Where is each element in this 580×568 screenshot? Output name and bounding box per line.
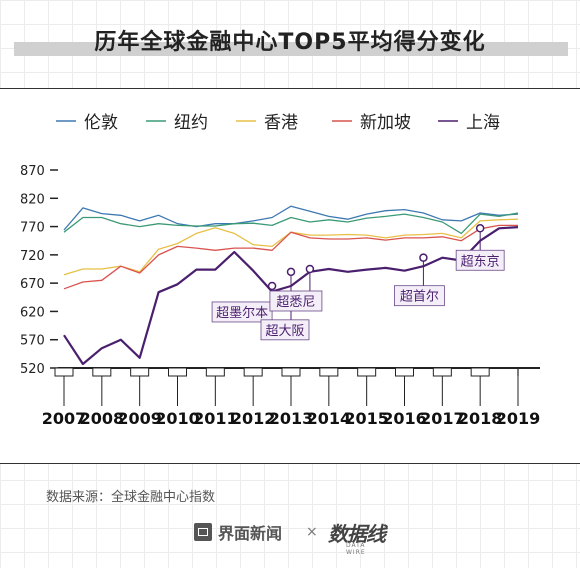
annotation-label: 超悉尼 (276, 295, 315, 310)
annotation-label: 超大阪 (265, 324, 304, 339)
legend-label: 伦敦 (84, 113, 118, 133)
x-tick-box (432, 367, 452, 377)
series-line (63, 205, 519, 231)
brand-name: 界面新闻 (218, 524, 283, 543)
annotation-marker (475, 224, 485, 233)
annotation-box (455, 249, 505, 271)
series-line (63, 212, 519, 235)
x-tick-box (130, 367, 150, 377)
partner-subtitle: DATA WIRE (346, 542, 366, 556)
x-tick-label: 2015 (344, 409, 389, 428)
y-tick-label: 720 (20, 249, 45, 264)
legend-label: 香港 (264, 113, 298, 133)
annotation-label: 超东京 (461, 254, 500, 269)
x-tick-box (470, 367, 490, 377)
annotation-marker (419, 253, 428, 262)
x-tick-box (92, 367, 112, 377)
x-tick-label: 2009 (117, 409, 162, 428)
x-tick-box (168, 367, 187, 377)
annotation-marker (305, 264, 315, 274)
title-underline-bar (14, 42, 568, 56)
x-tick-label: 2019 (496, 409, 541, 428)
data-source: 数据来源：全球金融中心指数 (46, 490, 216, 505)
annotation-marker (267, 281, 277, 291)
series-line (63, 224, 518, 290)
x-tick-box (281, 367, 301, 377)
x-tick-label: 2012 (231, 409, 276, 428)
x-tick-box (357, 367, 377, 377)
x-tick-label: 2016 (382, 409, 427, 428)
line-chart: 伦敦 纽约 香港 新加坡 上海52057062067072077082087020072… (20, 113, 541, 428)
annotation-label: 超首尔 (400, 290, 439, 305)
partner-name: 数据线 (328, 521, 386, 546)
annotation-label: 超墨尔本 (216, 306, 268, 321)
y-tick-label: 870 (20, 164, 45, 179)
y-tick-label: 770 (20, 221, 45, 236)
brand-logo: 界面新闻 (194, 520, 282, 544)
annotation-marker (286, 267, 296, 277)
partner-logo: 数据线 DATA WIRE (328, 520, 386, 557)
x-tick-label: 2007 (42, 409, 87, 428)
y-tick-label: 670 (20, 277, 45, 292)
chart-title: 历年全球金融中心TOP5平均得分变化 (94, 30, 486, 55)
legend-label: 上海 (466, 113, 500, 133)
series-line (63, 218, 519, 276)
times-text: × (306, 524, 318, 540)
x-tick-label: 2008 (80, 409, 125, 428)
chart-panel (0, 88, 580, 464)
x-tick-box (395, 367, 414, 377)
x-tick-label: 2010 (155, 409, 200, 428)
x-tick-label: 2018 (458, 409, 503, 428)
x-tick-box (205, 367, 225, 377)
annotation-box (260, 319, 310, 341)
y-tick-label: 570 (20, 334, 45, 349)
annotation-box (269, 290, 323, 312)
x-tick-box (54, 367, 74, 377)
y-tick-label: 820 (20, 192, 45, 207)
x-tick-label: 2014 (307, 409, 352, 428)
y-tick-label: 520 (20, 362, 45, 377)
x-tick-label: 2017 (420, 409, 465, 428)
annotation-box (211, 301, 273, 323)
x-tick-label: 2013 (269, 409, 314, 428)
legend-label: 新加坡 (360, 113, 411, 133)
x-tick-box (319, 367, 339, 377)
times-sign: × (306, 520, 318, 544)
annotation-box (394, 285, 445, 307)
x-tick-label: 2011 (193, 409, 238, 428)
y-tick-label: 620 (20, 305, 45, 320)
brand-icon (194, 523, 212, 541)
legend-label: 纽约 (174, 113, 208, 133)
x-tick-box (243, 367, 263, 377)
